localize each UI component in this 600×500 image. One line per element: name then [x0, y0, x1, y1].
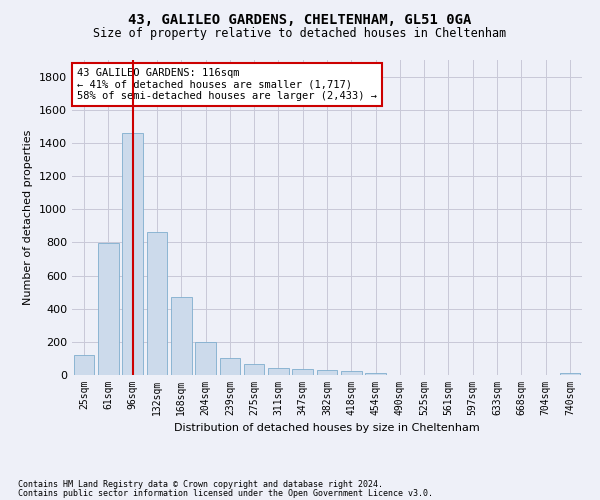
Bar [317, 370, 337, 375]
Bar [365, 374, 386, 375]
Text: Contains HM Land Registry data © Crown copyright and database right 2024.: Contains HM Land Registry data © Crown c… [18, 480, 383, 489]
Text: Contains public sector information licensed under the Open Government Licence v3: Contains public sector information licen… [18, 488, 433, 498]
Bar [146, 232, 167, 375]
Bar [220, 358, 240, 375]
Bar [195, 342, 216, 375]
Bar [560, 372, 580, 375]
Bar [171, 297, 191, 375]
Text: 43, GALILEO GARDENS, CHELTENHAM, GL51 0GA: 43, GALILEO GARDENS, CHELTENHAM, GL51 0G… [128, 12, 472, 26]
Bar [292, 369, 313, 375]
Bar [122, 133, 143, 375]
X-axis label: Distribution of detached houses by size in Cheltenham: Distribution of detached houses by size … [174, 424, 480, 434]
Bar [244, 364, 265, 375]
Bar [268, 368, 289, 375]
Bar [341, 372, 362, 375]
Y-axis label: Number of detached properties: Number of detached properties [23, 130, 34, 305]
Bar [74, 355, 94, 375]
Text: 43 GALILEO GARDENS: 116sqm
← 41% of detached houses are smaller (1,717)
58% of s: 43 GALILEO GARDENS: 116sqm ← 41% of deta… [77, 68, 377, 101]
Text: Size of property relative to detached houses in Cheltenham: Size of property relative to detached ho… [94, 28, 506, 40]
Bar [98, 243, 119, 375]
